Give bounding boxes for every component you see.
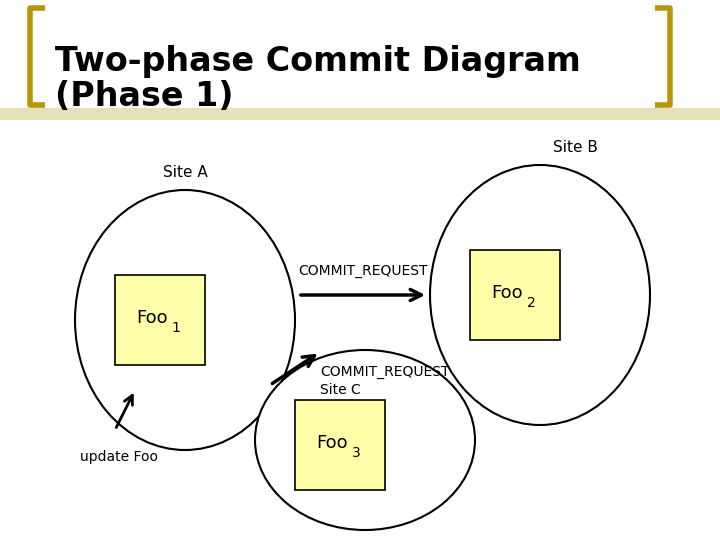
Text: COMMIT_REQUEST
Site C: COMMIT_REQUEST Site C: [320, 365, 449, 397]
Text: COMMIT_REQUEST: COMMIT_REQUEST: [298, 264, 428, 278]
FancyBboxPatch shape: [115, 275, 205, 365]
Text: update Foo: update Foo: [80, 450, 158, 464]
Text: Site A: Site A: [163, 165, 207, 180]
FancyBboxPatch shape: [295, 400, 385, 490]
Ellipse shape: [75, 190, 295, 450]
Text: 1: 1: [171, 321, 181, 335]
Text: Foo: Foo: [136, 309, 168, 327]
Ellipse shape: [255, 350, 475, 530]
Bar: [0, 108, 720, 120]
Text: (Phase 1): (Phase 1): [55, 80, 233, 113]
Text: 3: 3: [351, 446, 361, 460]
Text: Site B: Site B: [552, 140, 598, 155]
Ellipse shape: [430, 165, 650, 425]
FancyBboxPatch shape: [470, 250, 560, 340]
Text: 2: 2: [526, 296, 536, 310]
Text: Two-phase Commit Diagram: Two-phase Commit Diagram: [55, 45, 581, 78]
Text: Foo: Foo: [316, 434, 348, 452]
Text: Foo: Foo: [491, 284, 523, 302]
